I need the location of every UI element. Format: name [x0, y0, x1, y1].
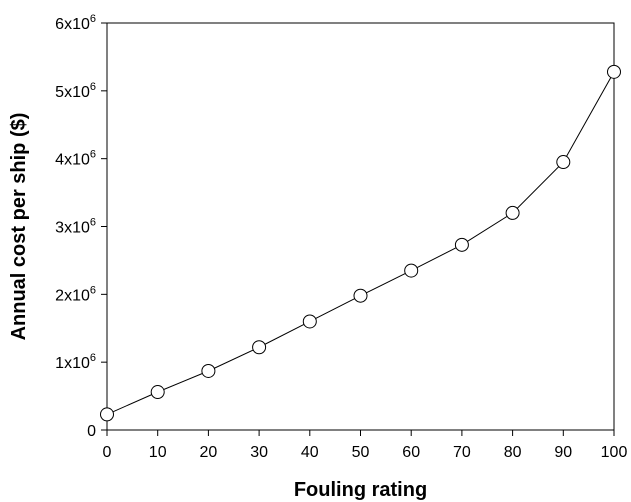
y-tick-label: 1x106	[55, 352, 96, 372]
x-tick-label: 100	[601, 444, 628, 461]
y-axis-title: Annual cost per ship ($)	[8, 113, 30, 341]
x-tick-label: 10	[149, 444, 167, 461]
axis-ticks	[101, 22, 615, 436]
plot-frame	[106, 22, 615, 431]
data-point	[404, 263, 419, 278]
y-tick-label: 0	[87, 423, 96, 440]
data-point	[607, 64, 621, 79]
x-tick-label: 20	[200, 444, 218, 461]
y-tick-label: 5x106	[55, 81, 96, 101]
data-point	[556, 155, 571, 170]
x-tick-label: 70	[453, 444, 471, 461]
data-point	[150, 385, 165, 400]
data-points	[100, 64, 621, 422]
data-point	[100, 407, 114, 422]
x-tick-label: 60	[402, 444, 420, 461]
data-point	[454, 237, 469, 252]
data-point	[201, 363, 216, 378]
data-point	[252, 340, 267, 355]
y-tick-label: 3x106	[55, 217, 96, 237]
x-tick-label: 30	[250, 444, 268, 461]
x-axis-title: Fouling rating	[294, 479, 427, 501]
x-tick-label: 40	[301, 444, 319, 461]
axis-tick-labels: 0 10 20 30 40 50 60 70 80 90 100 0 1x106 2x106 3x106 4x…	[55, 13, 627, 461]
x-tick-label: 50	[352, 444, 370, 461]
y-tick-label: 4x106	[55, 149, 96, 169]
x-tick-label: 0	[103, 444, 112, 461]
data-point	[353, 288, 368, 303]
series-line	[106, 71, 615, 415]
x-tick-label: 80	[504, 444, 522, 461]
data-point	[505, 205, 520, 220]
data-point	[302, 314, 317, 329]
y-tick-label: 2x106	[55, 284, 96, 304]
y-tick-label: 6x106	[55, 13, 96, 33]
x-tick-label: 90	[554, 444, 572, 461]
